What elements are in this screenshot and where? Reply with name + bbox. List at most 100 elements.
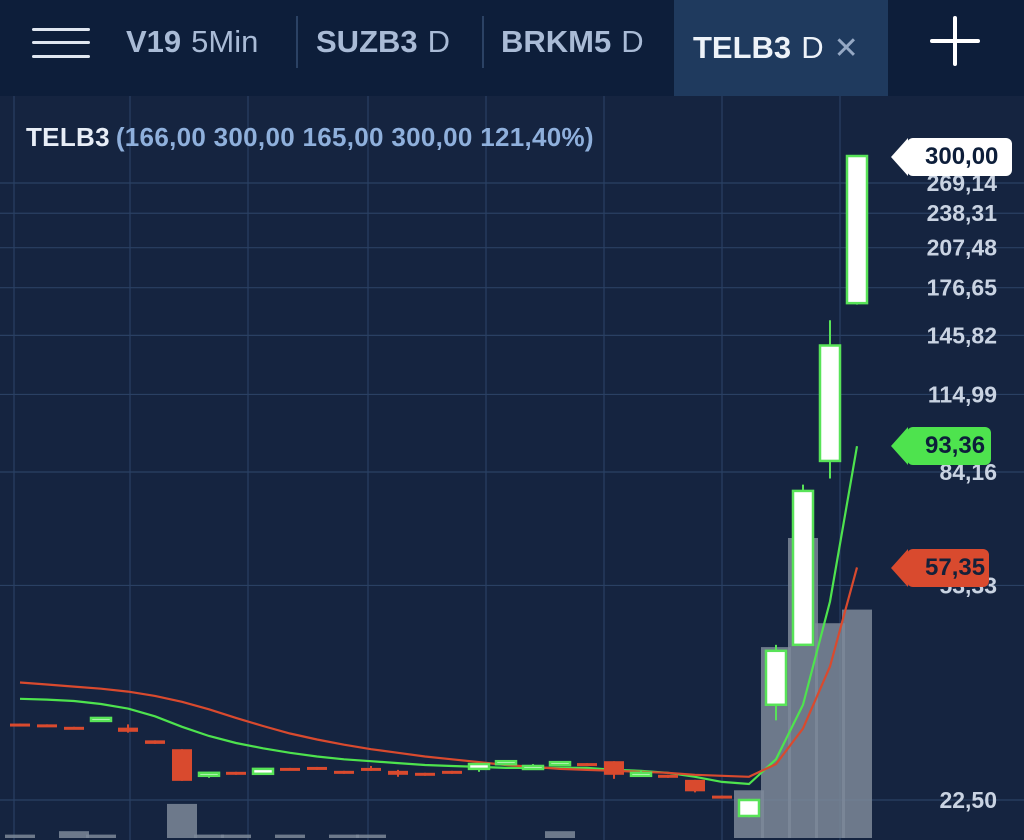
candle-body — [712, 796, 732, 799]
candle-body — [631, 773, 651, 776]
candle-up — [496, 761, 516, 764]
candle-body — [118, 728, 138, 732]
candle-body — [226, 772, 246, 775]
candle-down — [172, 749, 192, 781]
candle-body — [145, 740, 165, 744]
volume-bar — [275, 835, 305, 838]
candle-body — [658, 775, 678, 778]
candle-body — [793, 491, 813, 645]
tab-symbol: TELB3 — [693, 30, 791, 66]
candle-down — [10, 724, 30, 727]
legend-symbol: TELB3 — [26, 122, 110, 152]
candle-down — [658, 775, 678, 778]
volume-bar — [356, 835, 386, 838]
candle-body — [415, 773, 435, 776]
candle-down — [415, 773, 435, 776]
hamburger-menu-icon[interactable] — [32, 26, 90, 60]
legend-ohlc-values: (166,00 300,00 165,00 300,00 121,40%) — [116, 122, 594, 152]
volume-bar — [842, 610, 872, 838]
candle-body — [766, 651, 786, 705]
tab-v19-5min[interactable]: V19 5Min — [126, 0, 258, 84]
candle-up — [739, 799, 759, 817]
candle-body — [685, 780, 705, 791]
tab-period: 5Min — [191, 24, 258, 60]
candle-down — [388, 770, 408, 777]
tab-brkm5-d[interactable]: BRKM5 D — [501, 0, 644, 84]
candle-up — [847, 156, 867, 305]
tab-suzb3-d[interactable]: SUZB3 D — [316, 0, 450, 84]
candlestick-chart[interactable]: 269,14238,31207,48176,65145,82114,9984,1… — [0, 96, 1024, 840]
candle-body — [847, 156, 867, 303]
volume-bar — [86, 835, 116, 838]
candle-down — [118, 724, 138, 732]
candle-up — [820, 320, 840, 478]
candle-body — [199, 773, 219, 776]
volume-bar — [59, 831, 89, 838]
candles — [10, 156, 867, 817]
candle-body — [361, 768, 381, 771]
tab-divider — [296, 16, 298, 68]
candle-down — [577, 763, 597, 766]
volume-bar — [329, 835, 359, 838]
close-icon[interactable]: ✕ — [834, 31, 859, 66]
price-axis-label: 176,65 — [927, 275, 998, 301]
candle-up — [631, 771, 651, 776]
price-axis-label: 22,50 — [939, 787, 997, 813]
candle-body — [577, 763, 597, 766]
candle-body — [550, 762, 570, 765]
volume-bar — [221, 835, 251, 838]
slow-moving-average-line — [20, 567, 857, 776]
tab-period: D — [428, 24, 450, 60]
candle-down — [226, 772, 246, 775]
candle-down — [334, 771, 354, 774]
volume-bar — [815, 623, 845, 838]
tab-telb3-d-active[interactable]: TELB3 D ✕ — [674, 0, 888, 96]
candle-down — [442, 771, 462, 774]
candle-down — [712, 796, 732, 799]
tab-symbol: SUZB3 — [316, 24, 418, 60]
tab-symbol: BRKM5 — [501, 24, 611, 60]
plus-icon[interactable] — [930, 16, 980, 66]
fast-ma-price-tag: 93,36 — [907, 427, 991, 465]
candle-body — [820, 345, 840, 460]
candle-body — [334, 771, 354, 774]
candle-body — [91, 718, 111, 721]
candle-up — [253, 769, 273, 775]
candle-down — [361, 766, 381, 771]
tab-divider — [482, 16, 484, 68]
tab-period: D — [621, 24, 643, 60]
candle-up — [91, 717, 111, 721]
candle-body — [280, 768, 300, 771]
candle-up — [199, 772, 219, 778]
volume-bar — [167, 804, 197, 838]
price-axis-label: 238,31 — [927, 200, 998, 226]
candle-up — [523, 764, 543, 769]
slow-ma-price-tag: 57,35 — [907, 549, 989, 587]
candle-body — [64, 727, 84, 730]
ohlc-legend: TELB3 (166,00 300,00 165,00 300,00 121,40… — [26, 122, 594, 153]
candle-down — [37, 724, 57, 727]
tab-period: D — [801, 30, 823, 66]
candle-body — [496, 761, 516, 764]
candle-down — [685, 780, 705, 793]
candle-body — [442, 771, 462, 774]
tab-symbol: V19 — [126, 24, 181, 60]
symbol-tab-bar: V19 5Min SUZB3 D BRKM5 D TELB3 D ✕ — [0, 0, 1024, 96]
candle-down — [145, 740, 165, 744]
candle-up — [793, 485, 813, 645]
last-price-tag: 300,00 — [907, 138, 1012, 176]
candle-body — [37, 724, 57, 727]
price-axis-label: 207,48 — [927, 235, 998, 261]
candle-down — [64, 727, 84, 730]
candle-body — [307, 767, 327, 770]
candle-up — [550, 761, 570, 765]
candle-body — [253, 769, 273, 774]
candle-body — [739, 800, 759, 816]
volume-bars — [5, 538, 872, 838]
candle-body — [172, 749, 192, 781]
candle-body — [469, 764, 489, 769]
price-axis-label: 145,82 — [927, 322, 997, 348]
volume-bar — [5, 835, 35, 838]
candle-down — [280, 768, 300, 771]
fast-moving-average-line — [20, 446, 857, 784]
